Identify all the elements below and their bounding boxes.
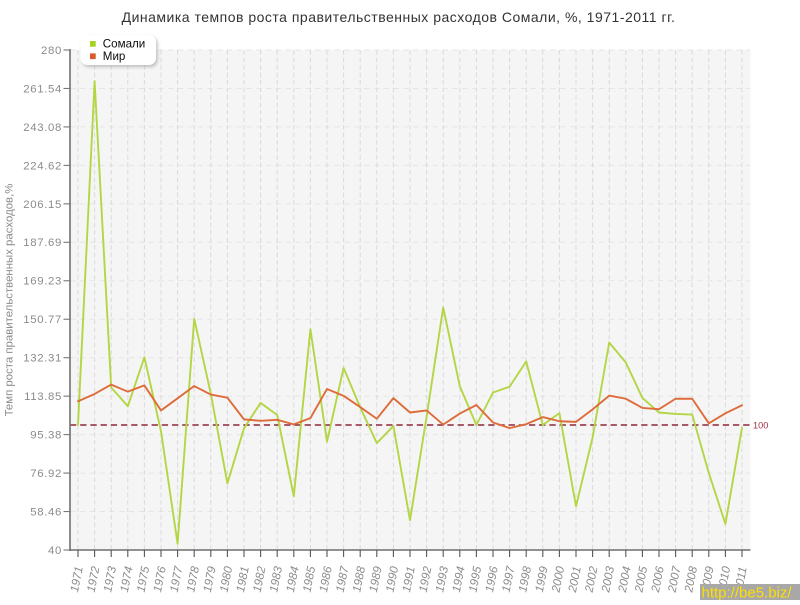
svg-text:261.54: 261.54 (23, 83, 62, 95)
svg-text:2007: 2007 (666, 565, 684, 594)
svg-text:132.31: 132.31 (23, 353, 62, 365)
svg-text:1990: 1990 (384, 565, 402, 593)
svg-text:1998: 1998 (516, 565, 534, 593)
svg-text:2003: 2003 (599, 565, 617, 594)
svg-text:Темп роста правительственных р: Темп роста правительственных расходов,% (4, 184, 16, 417)
svg-text:1987: 1987 (334, 565, 352, 593)
svg-text:1973: 1973 (101, 565, 119, 593)
svg-text:1983: 1983 (267, 565, 285, 593)
svg-text:1999: 1999 (533, 565, 551, 593)
svg-text:1991: 1991 (400, 565, 418, 593)
svg-text:1989: 1989 (367, 565, 385, 593)
svg-text:1975: 1975 (135, 565, 153, 593)
svg-text:1993: 1993 (433, 565, 451, 593)
svg-text:58.46: 58.46 (30, 506, 62, 518)
svg-text:Мир: Мир (103, 50, 126, 63)
svg-text:2000: 2000 (549, 565, 567, 594)
svg-text:1972: 1972 (85, 565, 103, 593)
svg-text:2004: 2004 (616, 565, 634, 594)
svg-text:1977: 1977 (168, 565, 186, 593)
svg-text:1994: 1994 (450, 565, 468, 593)
svg-text:1997: 1997 (500, 565, 518, 593)
svg-text:Сомали: Сомали (103, 37, 145, 50)
svg-text:1978: 1978 (184, 565, 202, 593)
svg-text:1992: 1992 (417, 565, 435, 593)
svg-text:224.62: 224.62 (23, 160, 62, 172)
svg-text:2001: 2001 (566, 565, 584, 594)
svg-text:40: 40 (48, 545, 62, 557)
svg-text:2005: 2005 (632, 565, 650, 594)
svg-text:2008: 2008 (682, 565, 700, 594)
svg-text:1974: 1974 (118, 565, 136, 593)
svg-text:1985: 1985 (301, 565, 319, 593)
svg-text:243.08: 243.08 (23, 122, 62, 134)
svg-text:1984: 1984 (284, 565, 302, 593)
svg-text:1981: 1981 (234, 565, 252, 593)
svg-text:113.85: 113.85 (24, 391, 62, 403)
svg-text:http://be5.biz/: http://be5.biz/ (702, 585, 793, 601)
svg-text:1979: 1979 (201, 565, 219, 593)
svg-text:2006: 2006 (649, 565, 667, 594)
svg-text:1980: 1980 (218, 565, 236, 593)
svg-text:2002: 2002 (583, 565, 601, 594)
svg-text:150.77: 150.77 (23, 314, 62, 326)
svg-text:1982: 1982 (251, 565, 269, 593)
svg-text:76.92: 76.92 (30, 468, 62, 480)
svg-text:1976: 1976 (151, 565, 169, 593)
svg-text:1971: 1971 (68, 565, 86, 593)
svg-text:280: 280 (41, 45, 62, 57)
svg-text:187.69: 187.69 (23, 237, 62, 249)
svg-text:100: 100 (753, 420, 768, 430)
svg-text:95.38: 95.38 (30, 430, 62, 442)
svg-text:1988: 1988 (350, 565, 368, 593)
svg-text:1995: 1995 (467, 565, 485, 593)
svg-text:206.15: 206.15 (23, 199, 62, 211)
svg-text:Динамика темпов роста правител: Динамика темпов роста правительственных … (122, 9, 676, 25)
svg-text:169.23: 169.23 (23, 276, 62, 288)
svg-text:1996: 1996 (483, 565, 501, 593)
svg-text:1986: 1986 (317, 565, 335, 593)
